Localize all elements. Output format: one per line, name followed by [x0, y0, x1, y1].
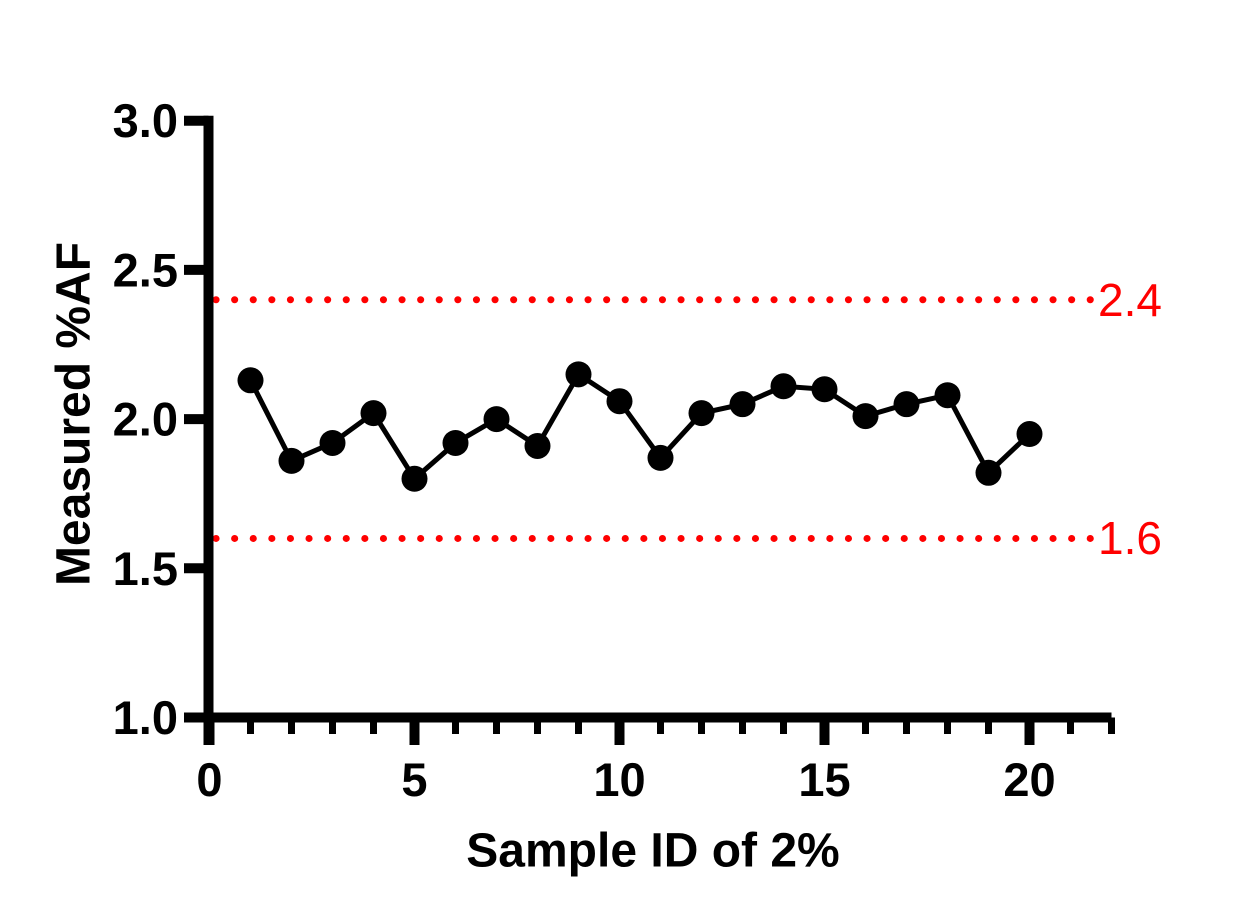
data-point-marker [565, 361, 592, 388]
data-point-marker [319, 429, 346, 456]
data-point-marker [524, 432, 551, 459]
y-tick-label: 1.5 [113, 542, 178, 595]
data-point-marker [237, 367, 264, 394]
x-tick-label: 5 [401, 753, 427, 806]
x-axis-title: Sample ID of 2% [466, 824, 840, 878]
data-point-marker [401, 465, 428, 492]
data-point-marker [1016, 421, 1043, 448]
data-point-marker [934, 382, 961, 409]
data-point-marker [647, 444, 674, 471]
data-point-marker [811, 376, 838, 403]
data-point-marker [606, 388, 633, 415]
data-point-marker [483, 406, 510, 433]
data-point-marker [688, 400, 715, 427]
data-point-marker [729, 391, 756, 418]
ref-line-lower-label: 1.6 [1098, 512, 1162, 565]
data-point-marker [852, 403, 879, 430]
series-line [248, 370, 1032, 483]
data-point-marker [975, 459, 1002, 486]
x-tick-label: 0 [196, 753, 222, 806]
y-tick-label: 2.0 [113, 393, 178, 446]
y-tick-label: 3.0 [113, 94, 178, 147]
data-point-marker [893, 391, 920, 418]
y-tick-label: 2.5 [113, 243, 178, 296]
ref-line-upper-label: 2.4 [1098, 273, 1162, 326]
data-point-marker [360, 400, 387, 427]
data-point-marker [278, 447, 305, 474]
y-axis-title: Measured %AF [47, 241, 101, 587]
x-tick-label: 10 [593, 753, 645, 806]
x-tick-label: 20 [1003, 753, 1055, 806]
y-tick-label: 1.0 [113, 691, 178, 744]
x-tick-label: 15 [798, 753, 850, 806]
data-point-marker [442, 429, 469, 456]
data-point-marker [770, 373, 797, 400]
